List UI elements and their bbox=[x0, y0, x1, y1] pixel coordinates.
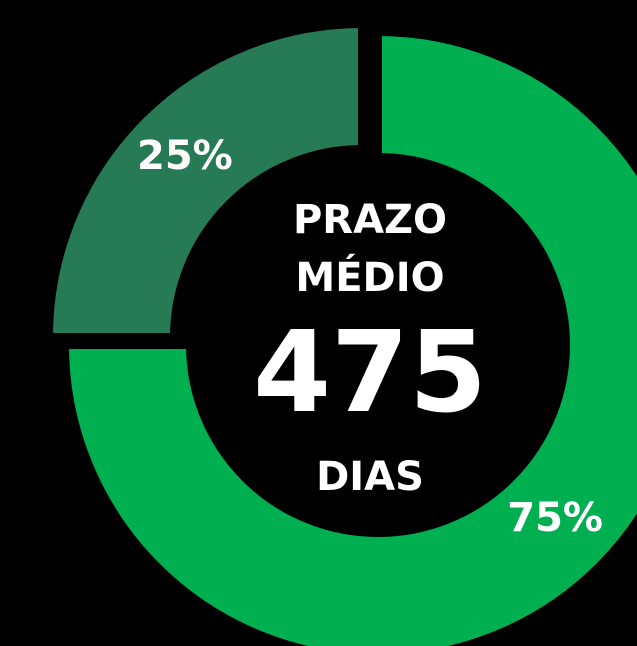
slice bbox=[44, 19, 366, 341]
center-unit: DIAS bbox=[316, 454, 424, 500]
value-label: 25% bbox=[137, 133, 233, 179]
center-title: MÉDIO bbox=[295, 253, 444, 301]
center-value: 475 bbox=[253, 308, 487, 438]
value-label: 75% bbox=[507, 495, 603, 541]
donut bbox=[44, 19, 637, 646]
center-title: PRAZO bbox=[293, 197, 447, 243]
slice bbox=[60, 27, 637, 646]
